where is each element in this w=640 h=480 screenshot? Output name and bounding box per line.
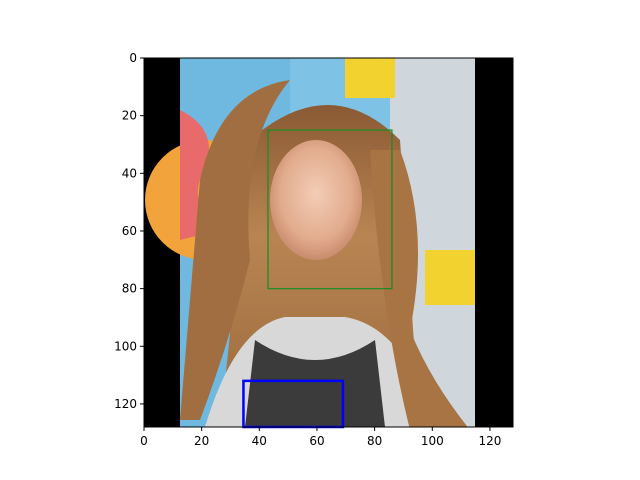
x-tick-label: 40 xyxy=(252,434,267,448)
y-axis-ticks: 0 20 40 60 80 100 120 xyxy=(114,51,144,411)
photo-scene xyxy=(145,58,475,427)
y-tick-label: 120 xyxy=(114,397,137,411)
face-bounding-box xyxy=(267,129,393,290)
y-tick-label: 100 xyxy=(114,339,137,353)
x-tick-label: 120 xyxy=(478,434,501,448)
y-tick-label: 20 xyxy=(122,109,137,123)
y-tick-label: 40 xyxy=(122,166,137,180)
y-tick-label: 60 xyxy=(122,224,137,238)
axes-frame xyxy=(143,57,514,428)
black-padding-right xyxy=(474,58,513,427)
x-tick-label: 100 xyxy=(421,434,444,448)
x-tick-label: 0 xyxy=(140,434,148,448)
portrait-image xyxy=(144,58,513,427)
y-tick-label: 80 xyxy=(122,282,137,296)
plot-axes: 0 20 40 60 80 100 120 0 20 40 60 80 100 120 xyxy=(114,51,514,448)
x-tick-label: 20 xyxy=(194,434,209,448)
y-tick-label: 0 xyxy=(129,51,137,65)
x-tick-label: 60 xyxy=(309,434,324,448)
x-tick-label: 80 xyxy=(367,434,382,448)
x-axis-ticks: 0 20 40 60 80 100 120 xyxy=(140,427,501,448)
